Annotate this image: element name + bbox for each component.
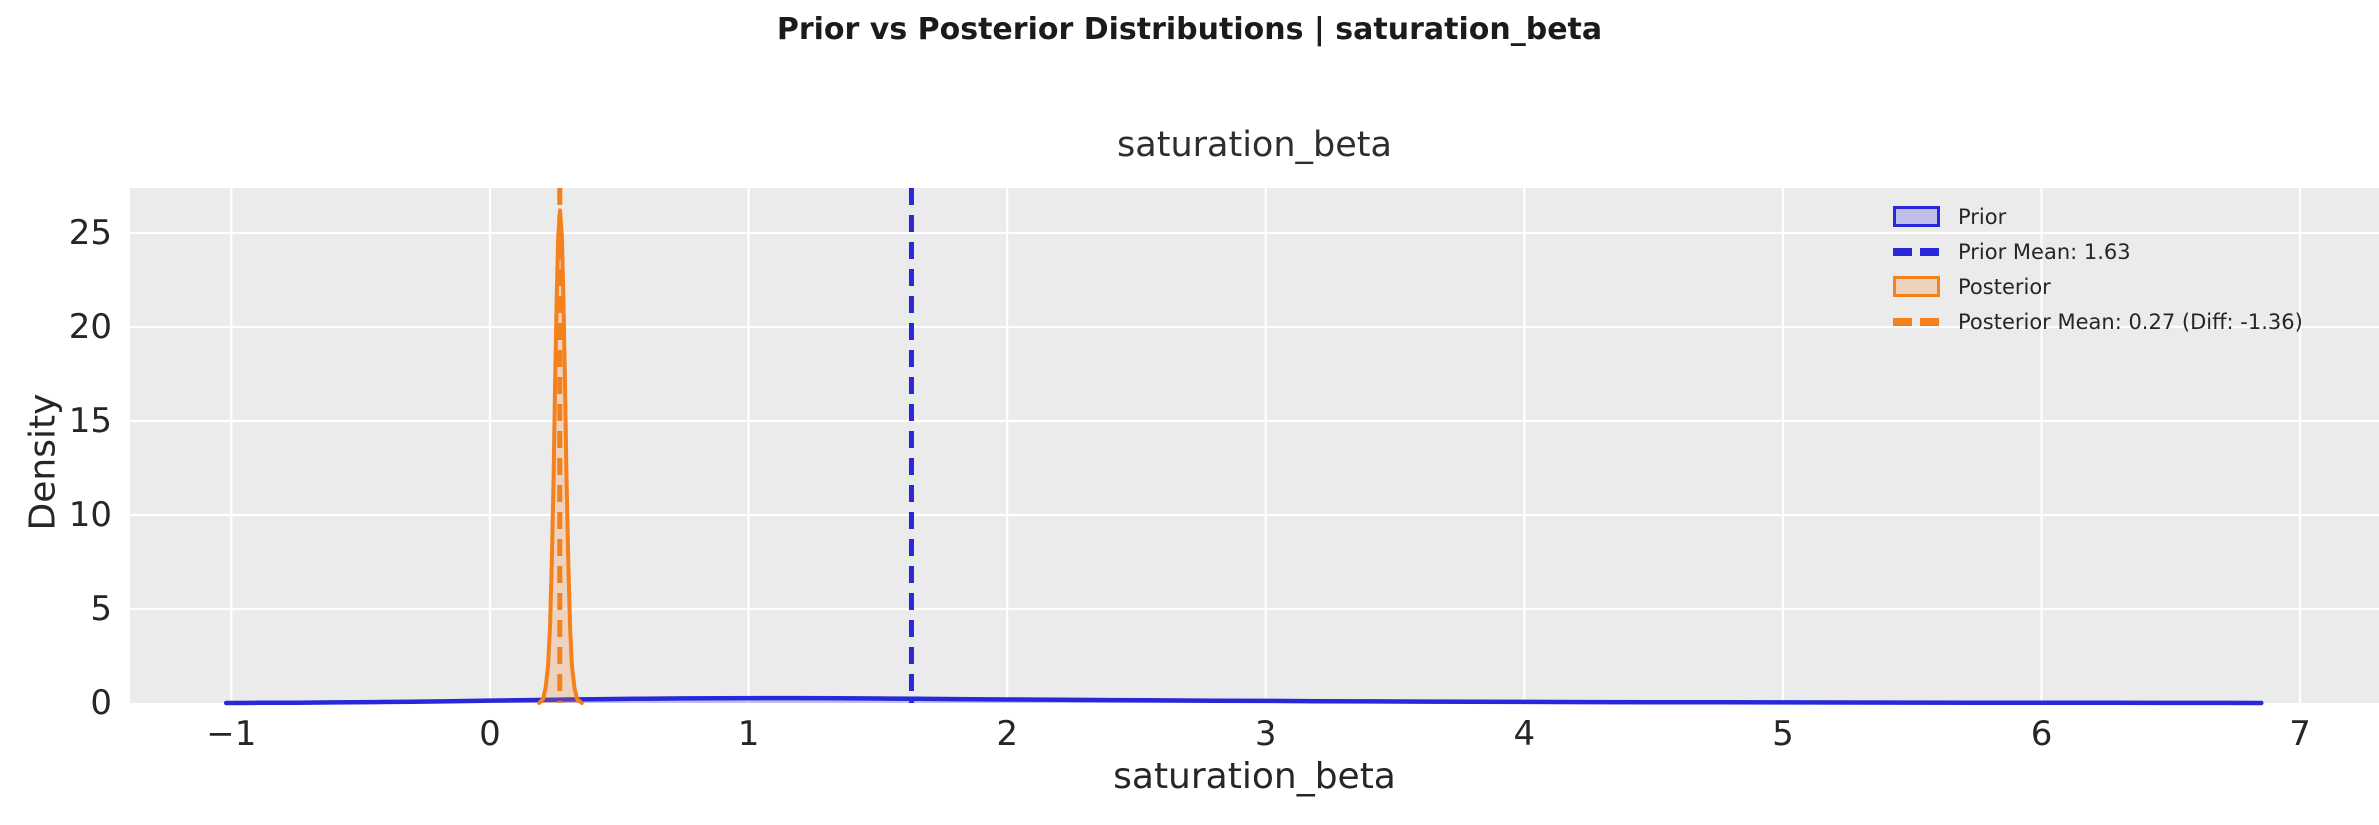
plot-area (130, 188, 2379, 703)
y-tick-label: 15 (68, 400, 112, 441)
legend-patch-swatch-icon (1893, 276, 1940, 297)
x-tick-label: 6 (2030, 714, 2053, 754)
legend-label: Posterior Mean: 0.27 (Diff: -1.36) (1958, 309, 2303, 334)
y-axis-label: Density (22, 393, 64, 531)
x-tick-label: −1 (206, 714, 257, 754)
y-tick-label: 0 (90, 683, 112, 723)
figure-title: Prior vs Posterior Distributions | satur… (776, 12, 1603, 47)
kde-chart (130, 188, 2379, 706)
x-tick-label: 1 (737, 714, 760, 754)
axes-title: saturation_beta (1117, 125, 1392, 165)
y-tick-label: 20 (68, 306, 112, 347)
x-tick-label: 4 (1513, 714, 1536, 754)
posterior-kde-fill (539, 210, 582, 703)
legend-dashed-line-swatch-icon (1893, 247, 1940, 256)
legend-label: Posterior (1958, 274, 2051, 299)
x-tick-label: 3 (1254, 714, 1277, 754)
legend-label: Prior Mean: 1.63 (1958, 239, 2131, 264)
posterior-kde-line (537, 208, 584, 705)
x-tick-label: 0 (479, 714, 501, 754)
y-tick-label: 10 (68, 494, 112, 535)
x-tick-label: 5 (1772, 714, 1794, 754)
x-tick-label: 7 (2289, 714, 2311, 754)
legend: Prior Prior Mean: 1.63 Posterior Posterior … (1893, 199, 2303, 339)
legend-item: Prior Mean: 1.63 (1893, 234, 2303, 269)
x-axis-label: saturation_beta (1113, 756, 1396, 797)
legend-item: Prior (1893, 199, 2303, 234)
legend-dashed-line-swatch-icon (1893, 317, 1940, 326)
legend-item: Posterior Mean: 0.27 (Diff: -1.36) (1893, 304, 2303, 339)
legend-patch-swatch-icon (1893, 206, 1940, 227)
legend-item: Posterior (1893, 269, 2303, 304)
legend-label: Prior (1958, 204, 2007, 229)
y-tick-label: 5 (90, 588, 112, 629)
x-tick-label: 2 (996, 714, 1018, 754)
y-tick-label: 25 (68, 212, 112, 253)
prior-kde-line (223, 695, 2264, 706)
